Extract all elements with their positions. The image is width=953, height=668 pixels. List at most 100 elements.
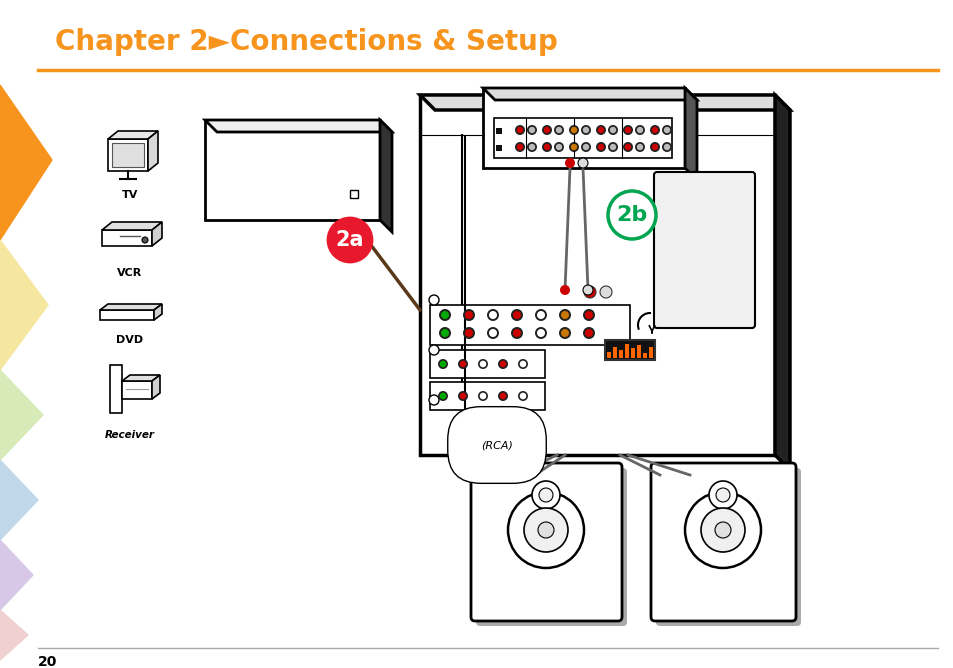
Text: DVD: DVD [116, 335, 143, 345]
Circle shape [661, 125, 671, 135]
Circle shape [543, 127, 550, 133]
Polygon shape [102, 222, 162, 230]
Circle shape [622, 142, 633, 152]
Circle shape [489, 311, 497, 319]
Circle shape [583, 286, 596, 298]
Polygon shape [684, 88, 697, 180]
Polygon shape [102, 230, 152, 246]
Circle shape [477, 359, 488, 369]
Bar [496, 128, 501, 134]
Polygon shape [152, 222, 162, 246]
Polygon shape [0, 540, 33, 610]
Polygon shape [0, 610, 28, 660]
Circle shape [429, 295, 438, 305]
Circle shape [429, 395, 438, 405]
Circle shape [598, 127, 603, 133]
Circle shape [580, 125, 590, 135]
Polygon shape [205, 120, 392, 132]
Bar [494, 118, 671, 158]
Circle shape [541, 125, 552, 135]
Circle shape [649, 142, 659, 152]
Circle shape [637, 144, 642, 150]
Circle shape [582, 144, 589, 150]
Circle shape [558, 327, 571, 339]
Circle shape [489, 329, 497, 337]
Circle shape [507, 492, 583, 568]
Circle shape [560, 329, 568, 337]
Circle shape [497, 359, 507, 369]
Circle shape [637, 127, 642, 133]
Circle shape [700, 508, 744, 552]
Circle shape [663, 127, 670, 133]
Circle shape [582, 309, 595, 321]
Polygon shape [110, 365, 122, 413]
Bar [430, 382, 544, 410]
Circle shape [142, 237, 148, 243]
Circle shape [477, 391, 488, 401]
Polygon shape [122, 375, 160, 381]
Circle shape [462, 309, 475, 321]
Circle shape [684, 492, 760, 568]
Text: 2a: 2a [335, 230, 364, 250]
Circle shape [462, 327, 475, 339]
Text: Receiver: Receiver [105, 430, 154, 440]
Circle shape [479, 361, 486, 367]
Bar [642, 353, 646, 358]
Polygon shape [0, 240, 48, 370]
Bar [613, 347, 617, 358]
Bar [112, 143, 144, 167]
Circle shape [537, 311, 544, 319]
Circle shape [457, 359, 468, 369]
Circle shape [440, 329, 449, 337]
Circle shape [570, 144, 577, 150]
Circle shape [598, 144, 603, 150]
Bar [637, 345, 640, 358]
Polygon shape [0, 370, 43, 460]
Circle shape [609, 127, 616, 133]
Circle shape [607, 142, 618, 152]
Circle shape [511, 309, 522, 321]
Circle shape [560, 311, 568, 319]
Polygon shape [153, 304, 162, 320]
Circle shape [716, 488, 729, 502]
Bar [648, 347, 652, 358]
Circle shape [511, 327, 522, 339]
Circle shape [622, 125, 633, 135]
FancyBboxPatch shape [471, 463, 621, 621]
Polygon shape [489, 94, 690, 174]
Circle shape [513, 329, 520, 337]
Polygon shape [419, 95, 774, 455]
Circle shape [457, 391, 468, 401]
Circle shape [578, 158, 587, 168]
Polygon shape [774, 95, 789, 470]
Text: VCR: VCR [117, 268, 143, 278]
Polygon shape [482, 88, 684, 168]
Polygon shape [152, 375, 160, 399]
Bar [430, 350, 544, 378]
Bar [618, 350, 622, 358]
Text: 20: 20 [38, 655, 57, 668]
Polygon shape [100, 310, 153, 320]
Circle shape [554, 125, 563, 135]
Circle shape [558, 309, 571, 321]
Polygon shape [0, 85, 52, 240]
Circle shape [464, 329, 473, 337]
Circle shape [599, 286, 612, 298]
Circle shape [438, 327, 451, 339]
Circle shape [537, 329, 544, 337]
Bar [630, 349, 635, 358]
Circle shape [528, 144, 535, 150]
Circle shape [538, 488, 553, 502]
Circle shape [517, 144, 522, 150]
Circle shape [528, 127, 535, 133]
Circle shape [582, 327, 595, 339]
Circle shape [554, 142, 563, 152]
Circle shape [584, 311, 593, 319]
Circle shape [535, 327, 546, 339]
Circle shape [535, 309, 546, 321]
Circle shape [635, 125, 644, 135]
Circle shape [486, 309, 498, 321]
Circle shape [651, 144, 658, 150]
Bar [350, 190, 357, 198]
Circle shape [714, 522, 730, 538]
